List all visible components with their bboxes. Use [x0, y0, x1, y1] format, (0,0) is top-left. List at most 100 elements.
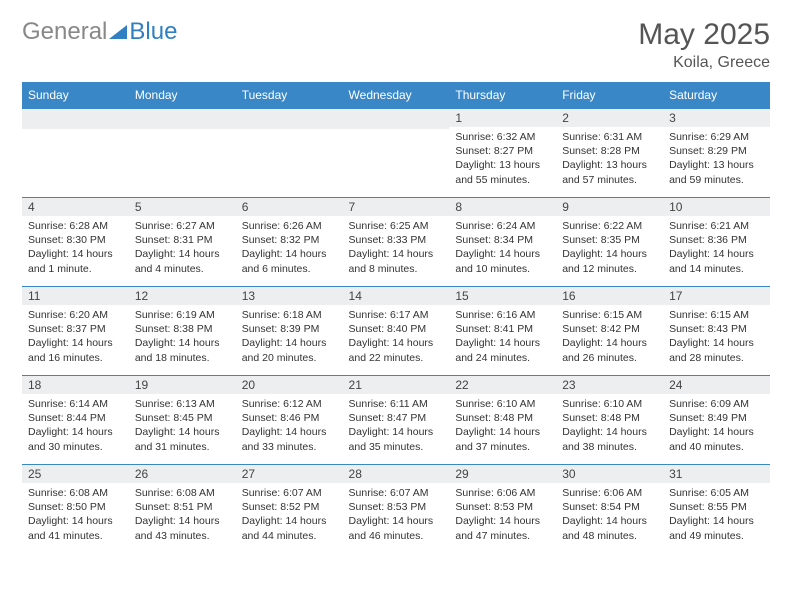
day-number: 30 [556, 465, 663, 483]
day-number [236, 109, 343, 129]
day-details: Sunrise: 6:05 AMSunset: 8:55 PMDaylight:… [663, 483, 770, 547]
day-number: 24 [663, 376, 770, 394]
day-details: Sunrise: 6:14 AMSunset: 8:44 PMDaylight:… [22, 394, 129, 458]
sunset-text: Sunset: 8:54 PM [562, 500, 657, 514]
day-number: 8 [449, 198, 556, 216]
day-text: Daylight: 14 hours and 14 minutes. [669, 247, 764, 275]
calendar-week-row: 18Sunrise: 6:14 AMSunset: 8:44 PMDayligh… [22, 376, 770, 465]
day-details: Sunrise: 6:22 AMSunset: 8:35 PMDaylight:… [556, 216, 663, 280]
day-text: Daylight: 14 hours and 6 minutes. [242, 247, 337, 275]
day-number: 28 [343, 465, 450, 483]
day-text: Daylight: 13 hours and 57 minutes. [562, 158, 657, 186]
calendar-day-cell: 28Sunrise: 6:07 AMSunset: 8:53 PMDayligh… [343, 465, 450, 554]
day-details: Sunrise: 6:12 AMSunset: 8:46 PMDaylight:… [236, 394, 343, 458]
calendar-day-cell: 15Sunrise: 6:16 AMSunset: 8:41 PMDayligh… [449, 287, 556, 376]
calendar-day-cell: 29Sunrise: 6:06 AMSunset: 8:53 PMDayligh… [449, 465, 556, 554]
sunrise-text: Sunrise: 6:18 AM [242, 308, 337, 322]
sunrise-text: Sunrise: 6:24 AM [455, 219, 550, 233]
day-details: Sunrise: 6:11 AMSunset: 8:47 PMDaylight:… [343, 394, 450, 458]
day-text: Daylight: 14 hours and 1 minute. [28, 247, 123, 275]
weekday-header: Sunday [22, 82, 129, 109]
day-number: 31 [663, 465, 770, 483]
day-text: Daylight: 13 hours and 55 minutes. [455, 158, 550, 186]
day-text: Daylight: 14 hours and 47 minutes. [455, 514, 550, 542]
calendar-body: 1Sunrise: 6:32 AMSunset: 8:27 PMDaylight… [22, 109, 770, 554]
day-details: Sunrise: 6:17 AMSunset: 8:40 PMDaylight:… [343, 305, 450, 369]
day-number: 19 [129, 376, 236, 394]
sunrise-text: Sunrise: 6:17 AM [349, 308, 444, 322]
day-number: 29 [449, 465, 556, 483]
brand-part2: Blue [129, 18, 177, 46]
day-number: 1 [449, 109, 556, 127]
calendar-day-cell: 10Sunrise: 6:21 AMSunset: 8:36 PMDayligh… [663, 198, 770, 287]
day-number: 21 [343, 376, 450, 394]
calendar-day-cell: 27Sunrise: 6:07 AMSunset: 8:52 PMDayligh… [236, 465, 343, 554]
day-text: Daylight: 14 hours and 43 minutes. [135, 514, 230, 542]
sunset-text: Sunset: 8:27 PM [455, 144, 550, 158]
sunrise-text: Sunrise: 6:25 AM [349, 219, 444, 233]
day-text: Daylight: 14 hours and 35 minutes. [349, 425, 444, 453]
calendar-day-cell: 13Sunrise: 6:18 AMSunset: 8:39 PMDayligh… [236, 287, 343, 376]
day-text: Daylight: 14 hours and 38 minutes. [562, 425, 657, 453]
sunrise-text: Sunrise: 6:14 AM [28, 397, 123, 411]
day-text: Daylight: 14 hours and 48 minutes. [562, 514, 657, 542]
calendar-day-cell: 3Sunrise: 6:29 AMSunset: 8:29 PMDaylight… [663, 109, 770, 198]
sunrise-text: Sunrise: 6:10 AM [455, 397, 550, 411]
sunset-text: Sunset: 8:53 PM [349, 500, 444, 514]
weekday-header: Monday [129, 82, 236, 109]
sunset-text: Sunset: 8:42 PM [562, 322, 657, 336]
sunset-text: Sunset: 8:52 PM [242, 500, 337, 514]
calendar-page: General Blue May 2025 Koila, Greece Sund… [0, 0, 792, 571]
weekday-header: Friday [556, 82, 663, 109]
day-number: 18 [22, 376, 129, 394]
sunset-text: Sunset: 8:46 PM [242, 411, 337, 425]
day-text: Daylight: 14 hours and 37 minutes. [455, 425, 550, 453]
day-text: Daylight: 14 hours and 40 minutes. [669, 425, 764, 453]
calendar-day-cell [343, 109, 450, 198]
day-text: Daylight: 13 hours and 59 minutes. [669, 158, 764, 186]
sunrise-text: Sunrise: 6:29 AM [669, 130, 764, 144]
sunset-text: Sunset: 8:40 PM [349, 322, 444, 336]
sunrise-text: Sunrise: 6:28 AM [28, 219, 123, 233]
sunset-text: Sunset: 8:36 PM [669, 233, 764, 247]
day-details: Sunrise: 6:07 AMSunset: 8:53 PMDaylight:… [343, 483, 450, 547]
day-details: Sunrise: 6:16 AMSunset: 8:41 PMDaylight:… [449, 305, 556, 369]
brand-logo: General Blue [22, 18, 177, 46]
sunrise-text: Sunrise: 6:22 AM [562, 219, 657, 233]
sunset-text: Sunset: 8:34 PM [455, 233, 550, 247]
calendar-day-cell [236, 109, 343, 198]
sunrise-text: Sunrise: 6:13 AM [135, 397, 230, 411]
day-text: Daylight: 14 hours and 20 minutes. [242, 336, 337, 364]
calendar-day-cell: 7Sunrise: 6:25 AMSunset: 8:33 PMDaylight… [343, 198, 450, 287]
calendar-day-cell: 6Sunrise: 6:26 AMSunset: 8:32 PMDaylight… [236, 198, 343, 287]
sunset-text: Sunset: 8:43 PM [669, 322, 764, 336]
sunrise-text: Sunrise: 6:08 AM [135, 486, 230, 500]
day-number: 7 [343, 198, 450, 216]
day-number: 2 [556, 109, 663, 127]
sunset-text: Sunset: 8:28 PM [562, 144, 657, 158]
sunrise-text: Sunrise: 6:07 AM [349, 486, 444, 500]
sunset-text: Sunset: 8:48 PM [562, 411, 657, 425]
day-number: 11 [22, 287, 129, 305]
day-text: Daylight: 14 hours and 30 minutes. [28, 425, 123, 453]
logo-triangle-icon [109, 25, 127, 39]
sunset-text: Sunset: 8:39 PM [242, 322, 337, 336]
day-number: 3 [663, 109, 770, 127]
sunrise-text: Sunrise: 6:05 AM [669, 486, 764, 500]
day-text: Daylight: 14 hours and 24 minutes. [455, 336, 550, 364]
calendar-day-cell: 1Sunrise: 6:32 AMSunset: 8:27 PMDaylight… [449, 109, 556, 198]
calendar-day-cell: 26Sunrise: 6:08 AMSunset: 8:51 PMDayligh… [129, 465, 236, 554]
calendar-day-cell: 8Sunrise: 6:24 AMSunset: 8:34 PMDaylight… [449, 198, 556, 287]
weekday-header: Tuesday [236, 82, 343, 109]
sunrise-text: Sunrise: 6:06 AM [562, 486, 657, 500]
sunrise-text: Sunrise: 6:11 AM [349, 397, 444, 411]
sunset-text: Sunset: 8:51 PM [135, 500, 230, 514]
sunrise-text: Sunrise: 6:07 AM [242, 486, 337, 500]
calendar-day-cell: 31Sunrise: 6:05 AMSunset: 8:55 PMDayligh… [663, 465, 770, 554]
day-number: 22 [449, 376, 556, 394]
day-details: Sunrise: 6:32 AMSunset: 8:27 PMDaylight:… [449, 127, 556, 191]
day-text: Daylight: 14 hours and 26 minutes. [562, 336, 657, 364]
calendar-day-cell: 16Sunrise: 6:15 AMSunset: 8:42 PMDayligh… [556, 287, 663, 376]
sunrise-text: Sunrise: 6:27 AM [135, 219, 230, 233]
day-number: 17 [663, 287, 770, 305]
